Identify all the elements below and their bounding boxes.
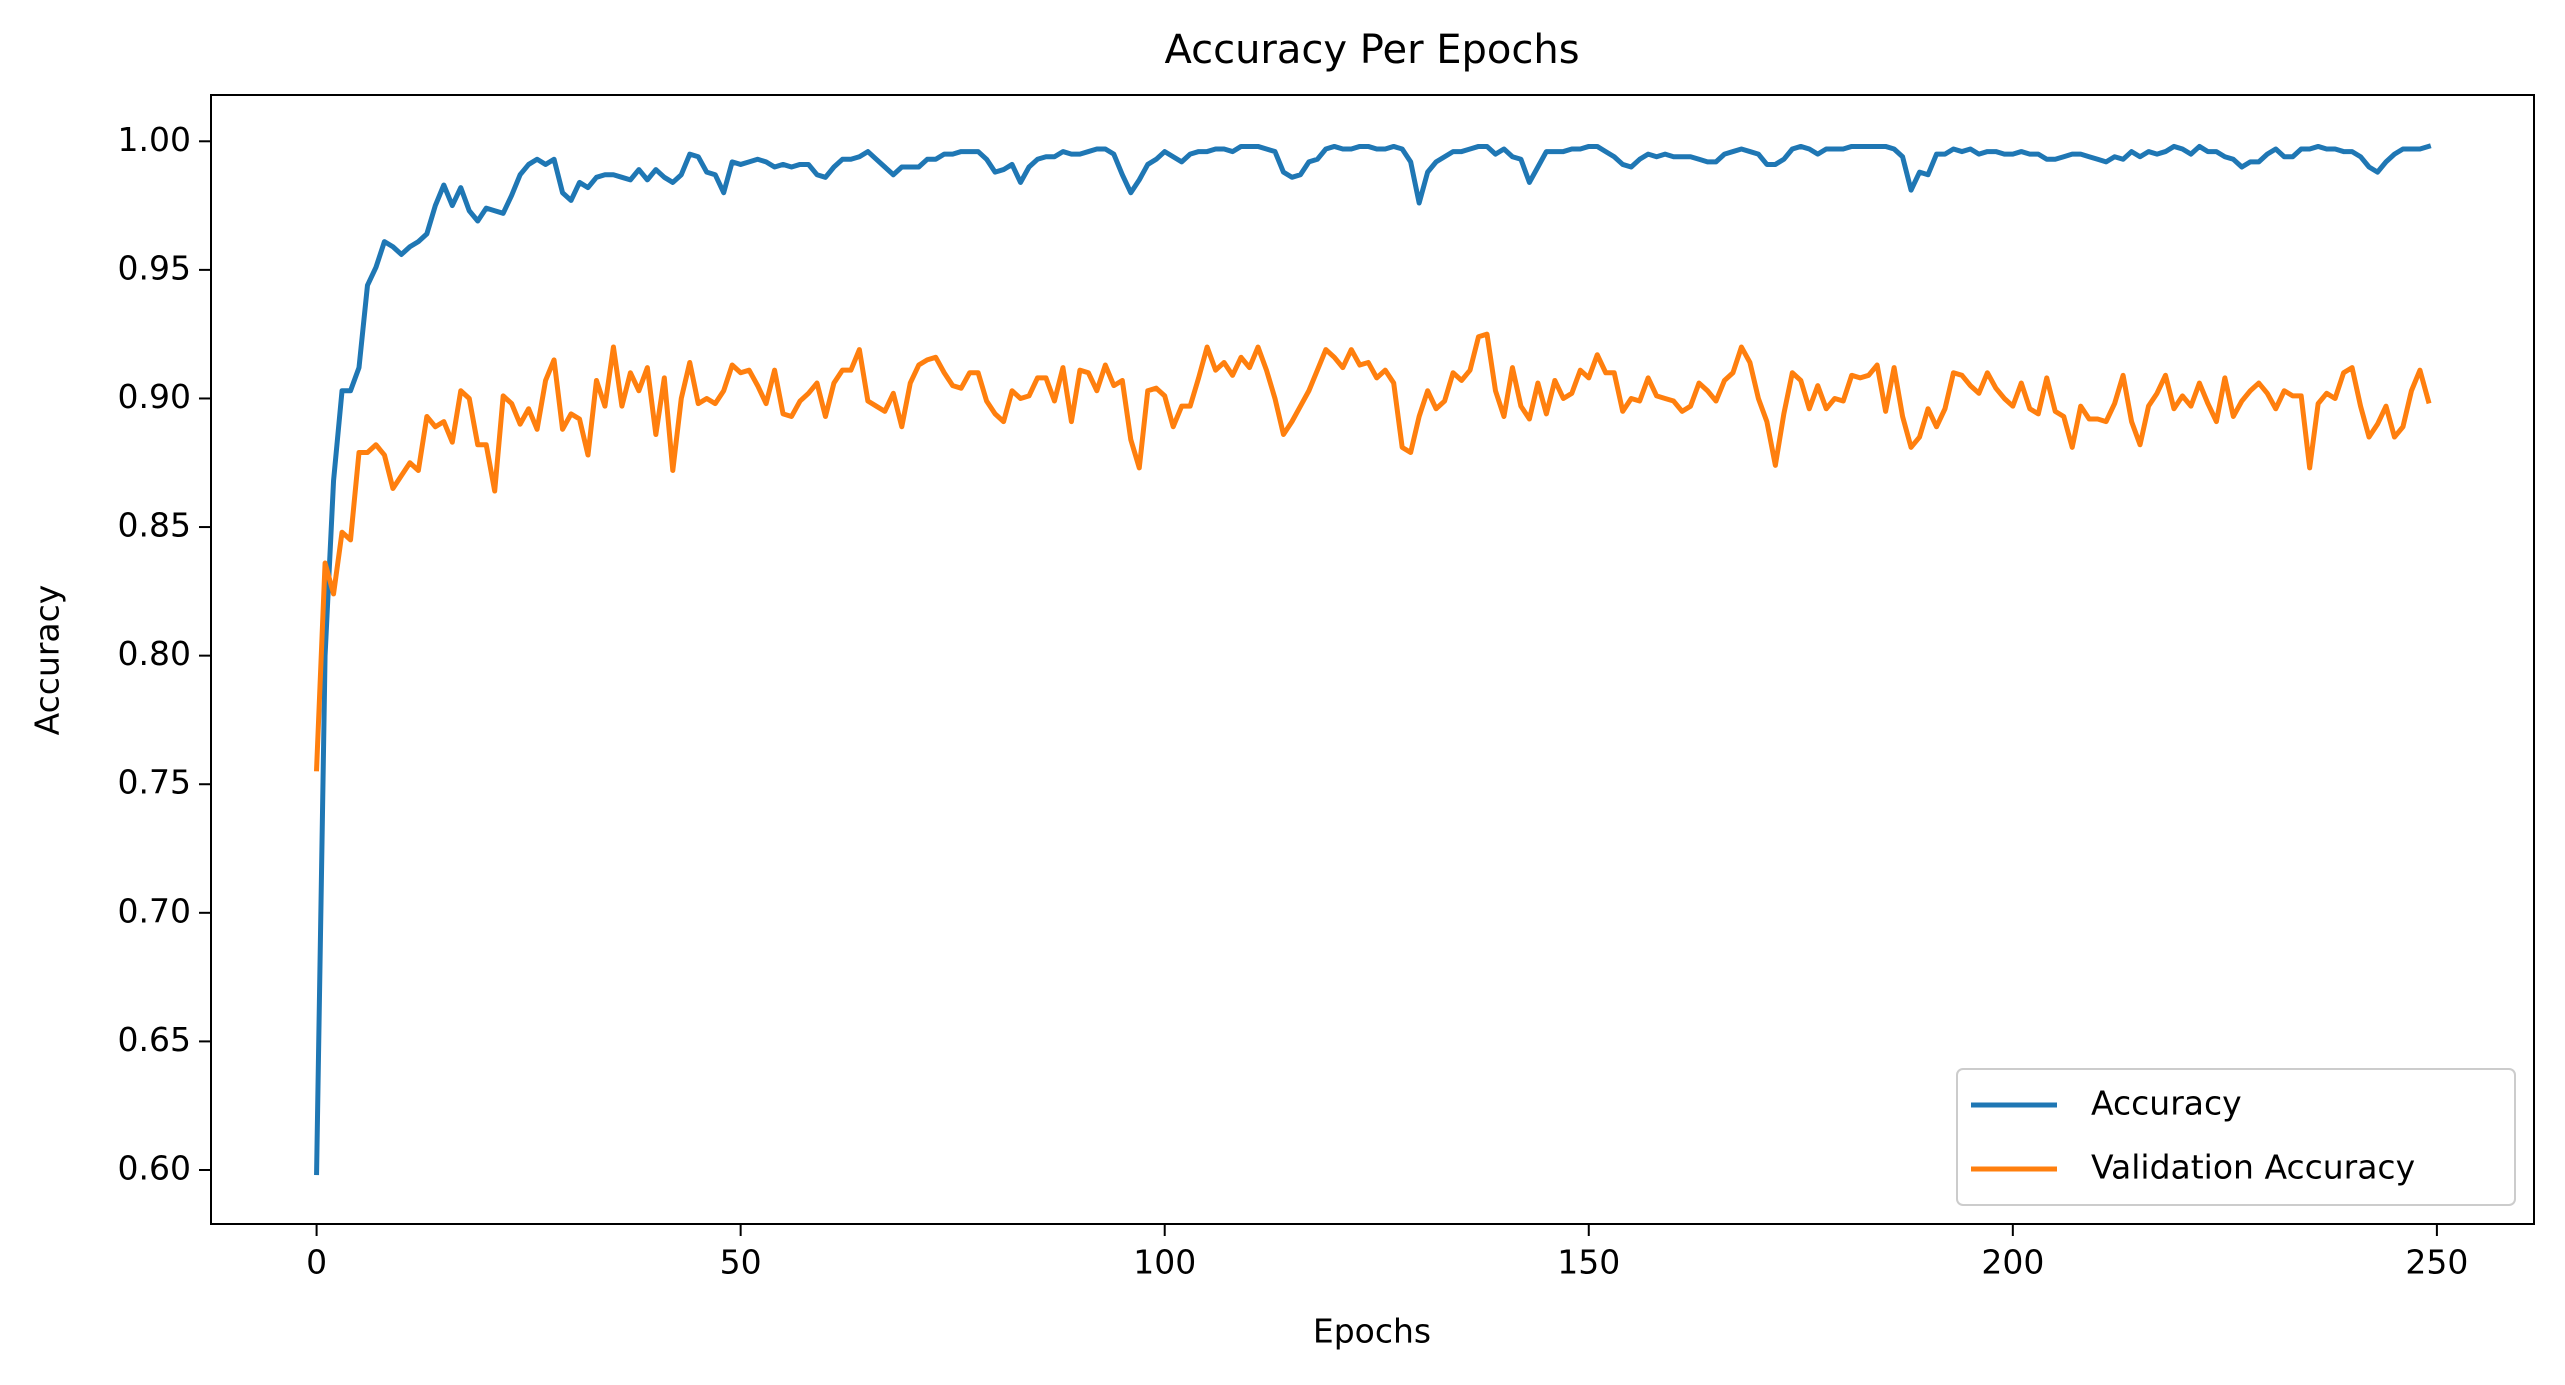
x-tick-label: 50: [720, 1243, 762, 1282]
y-tick-label: 0.65: [118, 1020, 191, 1059]
legend-box: [1956, 1068, 2516, 1206]
y-tick-label: 1.00: [118, 120, 191, 159]
y-axis-label: Accuracy: [28, 585, 67, 736]
plot-frame: [210, 94, 2535, 1225]
chart-title: Accuracy Per Epochs: [1164, 27, 1579, 73]
data-line: [314, 143, 2432, 1176]
y-tick-label: 0.90: [118, 377, 191, 416]
data-line: [313, 331, 2432, 772]
y-tick-label: 0.95: [118, 248, 191, 287]
x-tick-label: 250: [2405, 1243, 2468, 1282]
x-axis-label: Epochs: [1313, 1312, 1431, 1351]
y-tick-label: 0.60: [118, 1148, 191, 1187]
x-tick-label: 0: [306, 1243, 327, 1282]
y-tick-label: 0.75: [118, 763, 191, 802]
legend-label: Accuracy: [2091, 1084, 2242, 1123]
x-tick-label: 100: [1133, 1243, 1196, 1282]
x-tick-label: 200: [1981, 1243, 2044, 1282]
y-tick-label: 0.80: [118, 634, 191, 673]
legend-label: Validation Accuracy: [2091, 1148, 2415, 1187]
x-tick-label: 150: [1557, 1243, 1620, 1282]
y-tick-label: 0.70: [118, 891, 191, 930]
y-tick-label: 0.85: [118, 506, 191, 545]
